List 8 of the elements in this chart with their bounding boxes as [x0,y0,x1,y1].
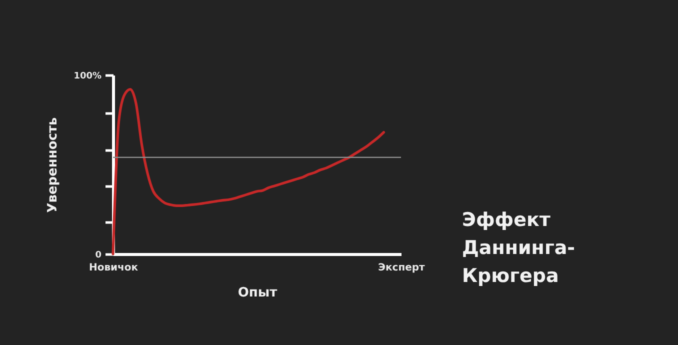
y-tick-label: 0 [95,250,102,260]
x-tick-label: Новичок [88,262,138,274]
y-axis-title: Уверенность [46,117,61,213]
x-axis-title: Опыт [238,286,278,300]
text: Эффект Даннинга-Крюгера [462,208,576,289]
x-tick-label: Эксперт [378,262,426,274]
line-series [112,88,386,256]
y-tick-label: 100% [74,72,102,82]
